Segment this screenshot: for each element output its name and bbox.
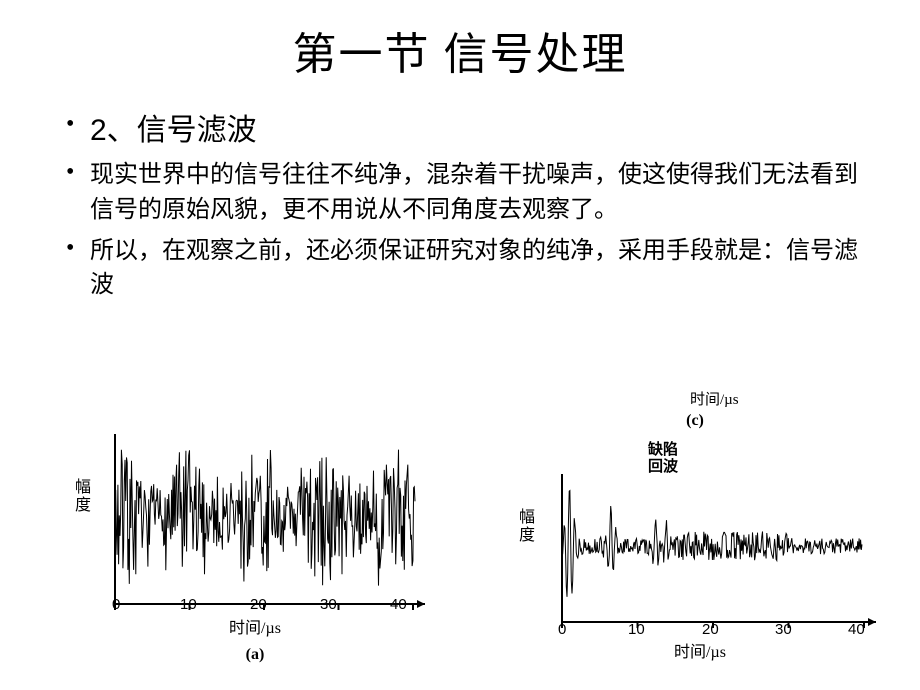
chart-a-sublabel: (a) <box>70 646 440 664</box>
chart-b-tick-3: 30 <box>775 621 792 638</box>
chart-b-tick-2: 20 <box>702 621 719 638</box>
chart-a-xlabel-text: 时间/µs <box>229 620 281 637</box>
chart-b-svg <box>540 458 880 638</box>
chart-b-xlabel-text: 时间/µs <box>674 644 726 661</box>
chart-b-xlabel: 时间/µs <box>550 638 850 662</box>
bullet-paragraph-2: 所以，在观察之前，还必须保证研究对象的纯净，采用手段就是：信号滤波 <box>60 234 870 304</box>
chart-b-toplabel: (c) <box>570 412 820 430</box>
chart-b-ylabel: 幅度 <box>512 508 536 544</box>
chart-a-svg <box>95 418 425 618</box>
chart-a-tick-2: 20 <box>250 596 267 613</box>
chart-a-xlabel: 时间/µs <box>70 614 440 638</box>
slide: 第一节 信号处理 2、信号滤波 现实世界中的信号往往不纯净，混杂着干扰噪声，使这… <box>0 0 920 690</box>
chart-b-tick-1: 10 <box>628 621 645 638</box>
chart-b-tick-4: 40 <box>848 621 865 638</box>
chart-a-tick-1: 10 <box>180 596 197 613</box>
chart-a: 幅度 0 10 20 30 40 时间/µs (a) <box>70 408 440 668</box>
chart-a-tick-4: 40 <box>390 596 407 613</box>
chart-a-tick-0: 0 <box>112 596 120 613</box>
chart-a-tick-3: 30 <box>320 596 337 613</box>
chart-a-ylabel: 幅度 <box>68 478 92 514</box>
chart-b-toptext: 时间/µs <box>690 392 739 409</box>
bullet-heading: 2、信号滤波 <box>60 110 870 152</box>
charts-container: 幅度 0 10 20 30 40 时间/µs (a) 时间/µs (c) 缺陷 … <box>50 398 900 668</box>
chart-b: 时间/µs (c) 缺陷 回波 幅度 0 10 20 30 40 时间/µs <box>510 398 920 668</box>
page-title: 第一节 信号处理 <box>50 18 870 82</box>
bullet-list: 2、信号滤波 现实世界中的信号往往不纯净，混杂着干扰噪声，使这使得我们无法看到信… <box>50 110 870 303</box>
bullet-paragraph-1: 现实世界中的信号往往不纯净，混杂着干扰噪声，使这使得我们无法看到信号的原始风貌，… <box>60 158 870 228</box>
chart-b-anno-1: 缺陷 <box>648 442 678 458</box>
chart-b-tick-0: 0 <box>558 621 566 638</box>
bullet-heading-text: 2、信号滤波 <box>90 114 257 147</box>
